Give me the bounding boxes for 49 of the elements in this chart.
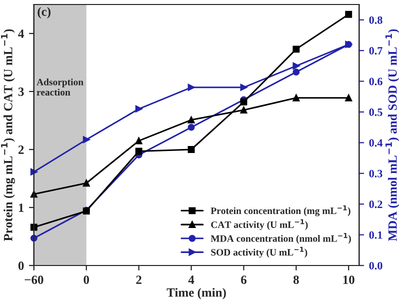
y2-tick-label: 0.6 xyxy=(369,78,382,86)
y2-tick-label: 0.5 xyxy=(369,108,382,116)
y-axis-title: Protein (mg mL$^{−1}$) and CAT (U mL$^{−1}$) xyxy=(1,29,15,242)
legend-label: Protein concentration (mg mL$^{−1}$) xyxy=(210,205,350,216)
point xyxy=(188,84,195,91)
y-tick-label: 2 xyxy=(18,146,24,154)
point xyxy=(292,94,300,102)
y-tick-label: 0 xyxy=(18,262,24,270)
chart-title: (c) xyxy=(38,7,50,18)
y2-tick-label: 0.7 xyxy=(369,47,382,55)
x-tick-label: −60 xyxy=(24,276,44,284)
y2-tick-label: 0.3 xyxy=(369,170,382,178)
legend-label: SOD activity (U mL$^{−1}$) xyxy=(211,246,308,258)
x-tick-label: 2 xyxy=(136,276,142,284)
x-tick-label: 8 xyxy=(293,276,299,284)
point xyxy=(188,146,195,153)
point xyxy=(345,94,352,102)
point xyxy=(188,116,195,124)
point xyxy=(345,10,352,18)
point xyxy=(292,46,300,53)
y2-tick-label: 0.8 xyxy=(369,16,382,24)
y-tick-label: 1 xyxy=(18,204,24,212)
x-tick-label: 4 xyxy=(188,276,194,284)
y-tick-label: 4 xyxy=(18,30,24,38)
point xyxy=(30,224,38,231)
point xyxy=(82,136,90,144)
point xyxy=(188,124,195,131)
y2-axis-title: MDA (nmol mL$^{−1}$) and SOD (U mL$^{−1}$) xyxy=(385,29,399,242)
x-tick-label: 10 xyxy=(343,276,354,284)
point xyxy=(240,84,248,91)
point xyxy=(30,168,38,176)
x-axis-title: Time (min) xyxy=(166,288,226,300)
point xyxy=(82,180,90,187)
y2-tick-label: 0.2 xyxy=(369,200,382,208)
legend-label: MDA concentration (nmol mL$^{−1}$) xyxy=(210,233,351,244)
y-tick-label: 3 xyxy=(18,88,24,96)
x-tick-label: 0 xyxy=(84,276,90,284)
band-label: Adsorption reaction xyxy=(36,78,84,96)
y2-tick-label: 0.0 xyxy=(369,262,382,270)
point xyxy=(135,148,142,155)
y2-tick-label: 0.1 xyxy=(369,231,382,239)
point xyxy=(292,68,300,76)
point xyxy=(292,62,300,70)
point xyxy=(135,105,142,112)
x-tick-label: 6 xyxy=(241,276,246,284)
point xyxy=(240,106,248,114)
y2-tick-label: 0.4 xyxy=(369,139,383,147)
legend-label: CAT activity (U mL$^{−1}$) xyxy=(211,219,308,230)
point xyxy=(135,137,142,144)
